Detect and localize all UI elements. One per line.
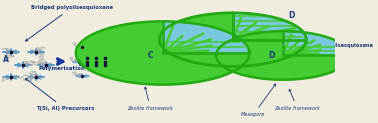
Text: D: D	[268, 51, 274, 60]
Text: D: D	[288, 11, 294, 20]
Wedge shape	[283, 32, 348, 55]
Text: Crystallization: Crystallization	[106, 66, 151, 71]
Text: Bridged polysilsesquioxane: Bridged polysilsesquioxane	[266, 37, 372, 48]
Text: Zeolite framework: Zeolite framework	[127, 87, 174, 111]
Text: B: B	[86, 55, 91, 64]
Text: T(Si, Al) Precursors: T(Si, Al) Precursors	[25, 78, 94, 111]
Text: Mesopore: Mesopore	[241, 84, 276, 117]
Text: Zeolite framework: Zeolite framework	[274, 89, 321, 111]
Text: Calcination: Calcination	[185, 54, 220, 59]
Text: A: A	[3, 55, 9, 64]
Wedge shape	[163, 22, 247, 53]
Wedge shape	[233, 13, 306, 40]
Wedge shape	[159, 13, 306, 66]
Text: Polymerisation: Polymerisation	[39, 66, 85, 71]
Circle shape	[76, 21, 249, 85]
Text: C: C	[147, 51, 153, 60]
Text: Bridged polysilsesquioxane: Bridged polysilsesquioxane	[26, 5, 113, 41]
Circle shape	[216, 31, 350, 80]
